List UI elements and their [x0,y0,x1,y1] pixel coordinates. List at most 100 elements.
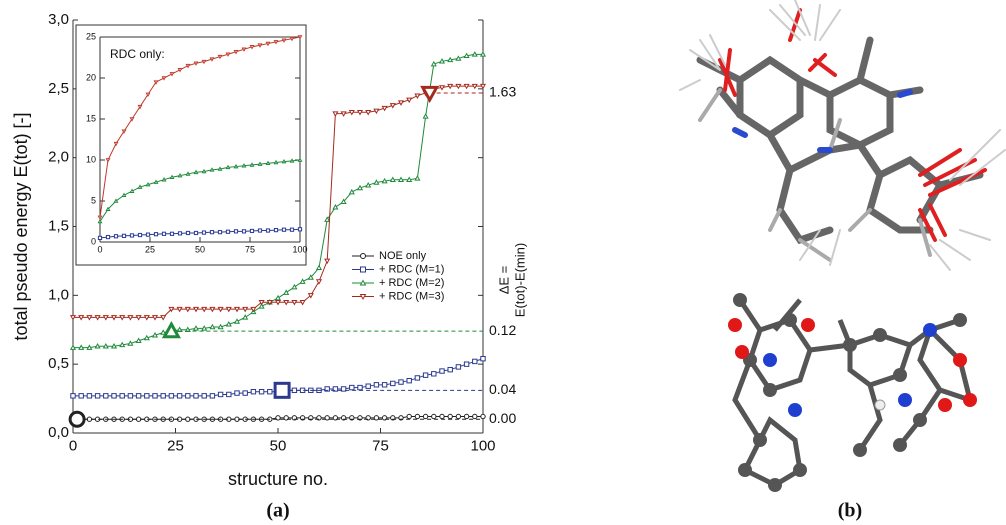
data-point [473,52,477,56]
data-point [186,394,190,398]
data-point [153,333,157,337]
data-point [218,325,222,329]
atom [913,413,927,427]
data-point [374,180,378,184]
data-point [456,56,460,60]
atom-h [875,400,885,410]
data-point [448,84,452,88]
data-point [106,235,109,238]
data-point [104,344,108,348]
data-point [382,383,386,387]
data-point [202,231,205,234]
data-point [202,307,206,311]
data-point [423,414,427,418]
data-point [440,59,444,63]
molecule-ensemble [680,0,1005,270]
data-point [79,316,83,320]
data-point [366,110,370,114]
data-point [274,229,277,232]
data-point [341,112,345,116]
data-point [481,414,485,418]
bonds [700,40,980,240]
data-point [112,344,116,348]
data-point [79,345,83,349]
data-point [235,307,239,311]
atom-o [728,318,742,332]
data-point [423,373,427,377]
data-point [415,376,419,380]
data-point [170,232,173,235]
y-tick-label: 5 [91,195,96,205]
legend-marker [361,281,366,286]
data-point [415,176,419,180]
data-point [358,110,362,114]
right-axis-label: E(tot)-E(min) [512,243,527,317]
data-point [464,84,468,88]
data-point [128,341,132,345]
data-point [186,231,189,234]
data-point [145,336,149,340]
atom-o [953,353,967,367]
data-point [104,316,108,320]
data-point [177,394,181,398]
data-point [128,394,132,398]
y-tick-label: 0 [91,236,96,246]
data-point [366,384,370,388]
data-point [358,385,362,389]
x-tick-label: 50 [270,437,287,454]
data-point [112,394,116,398]
molecule-images [680,0,1005,492]
data-point [136,316,140,320]
data-point [112,316,116,320]
data-point [473,414,477,418]
delta-label: 1.63 [489,84,516,100]
atom-n [898,393,912,407]
highlight-point [423,87,437,100]
data-point [122,234,125,237]
atom-o [938,398,952,412]
data-point [227,307,231,311]
data-point [145,316,149,320]
legend-label: + RDC (M=1) [379,263,444,275]
data-point [98,236,101,239]
data-point [448,58,452,62]
legend-marker [361,254,366,259]
data-point [169,394,173,398]
data-point [464,362,468,366]
y-tick-label: 1,5 [48,217,69,234]
data-point [325,259,329,263]
data-point [202,394,206,398]
atom [793,463,807,477]
x-tick-label: 25 [145,244,155,254]
data-point [423,114,427,118]
data-point [456,84,460,88]
data-point [95,316,99,320]
legend-marker [361,295,366,300]
data-point [399,380,403,384]
data-point [194,307,198,311]
y-tick-label: 20 [86,72,96,82]
atom [893,368,907,382]
data-point [138,233,141,236]
atom [768,478,782,492]
data-point [448,414,452,418]
y-tick-label: 1,0 [48,286,69,303]
data-point [432,372,436,376]
data-point [210,325,214,329]
data-point [473,84,477,88]
atom-o [735,345,749,359]
data-point [391,177,395,181]
data-point [350,385,354,389]
data-point [218,307,222,311]
atom [763,383,777,397]
data-point [120,343,124,347]
data-point [210,394,214,398]
data-point [128,316,132,320]
panel-label: (a) [266,500,289,522]
data-point [218,231,221,234]
data-point [407,98,411,102]
data-point [382,106,386,110]
data-point [464,414,468,418]
data-point [227,392,231,396]
data-point [120,394,124,398]
